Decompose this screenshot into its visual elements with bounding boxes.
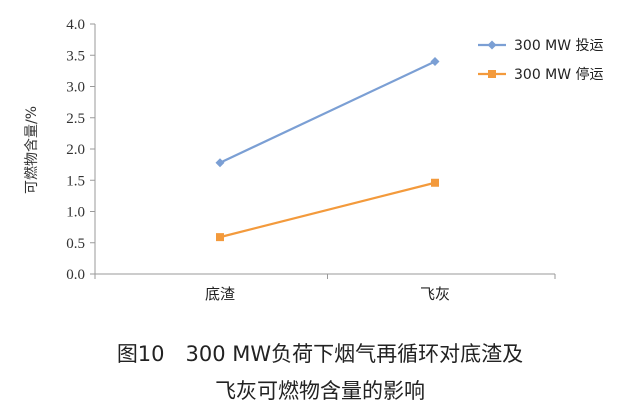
axes [94, 24, 555, 275]
legend-item: 300 MW 停运 [478, 66, 604, 83]
series-line [219, 60, 436, 164]
x-tick-labels: 底渣 飞灰 [94, 274, 556, 303]
x-tick-label: 飞灰 [420, 285, 450, 303]
data-point [215, 158, 225, 168]
y-tick-label: 0.0 [66, 267, 85, 283]
data-point [430, 57, 440, 66]
y-tick-label: 2.5 [66, 111, 85, 127]
legend-swatch-marker [487, 40, 497, 50]
y-axis-label: 可燃物含量/% [23, 106, 40, 194]
series-1 [215, 57, 440, 168]
legend: 300 MW 投运 300 MW 停运 [478, 38, 604, 83]
legend-swatch-marker [488, 70, 496, 78]
figure-caption-line-1: 图10 300 MW负荷下烟气再循环对底渣及 [116, 342, 524, 366]
legend-item: 300 MW 投运 [478, 38, 604, 54]
chart: 0.0 0.5 1.0 1.5 2.0 2.5 3.0 3.5 4.0 底渣 飞灰 300 MW … [23, 17, 604, 303]
y-tick-label: 4.0 [66, 17, 85, 33]
y-tick-label: 1.5 [66, 173, 85, 189]
legend-label: 300 MW 投运 [514, 38, 604, 54]
y-tick-labels: 0.0 0.5 1.0 1.5 2.0 2.5 3.0 3.5 4.0 [66, 17, 95, 283]
y-tick-label: 0.5 [66, 236, 85, 252]
series-2 [216, 178, 439, 242]
y-tick-label: 3.0 [66, 80, 85, 96]
data-point [431, 178, 439, 187]
y-tick-label: 1.0 [66, 205, 85, 221]
x-tick-label: 底渣 [205, 285, 235, 303]
data-point [216, 233, 224, 242]
legend-label: 300 MW 停运 [514, 66, 604, 83]
y-tick-label: 2.0 [66, 142, 85, 158]
figure-caption-line-2: 飞灰可燃物含量的影响 [215, 379, 425, 403]
y-tick-label: 3.5 [66, 48, 85, 64]
series-group [215, 57, 440, 242]
series-line [219, 181, 436, 239]
